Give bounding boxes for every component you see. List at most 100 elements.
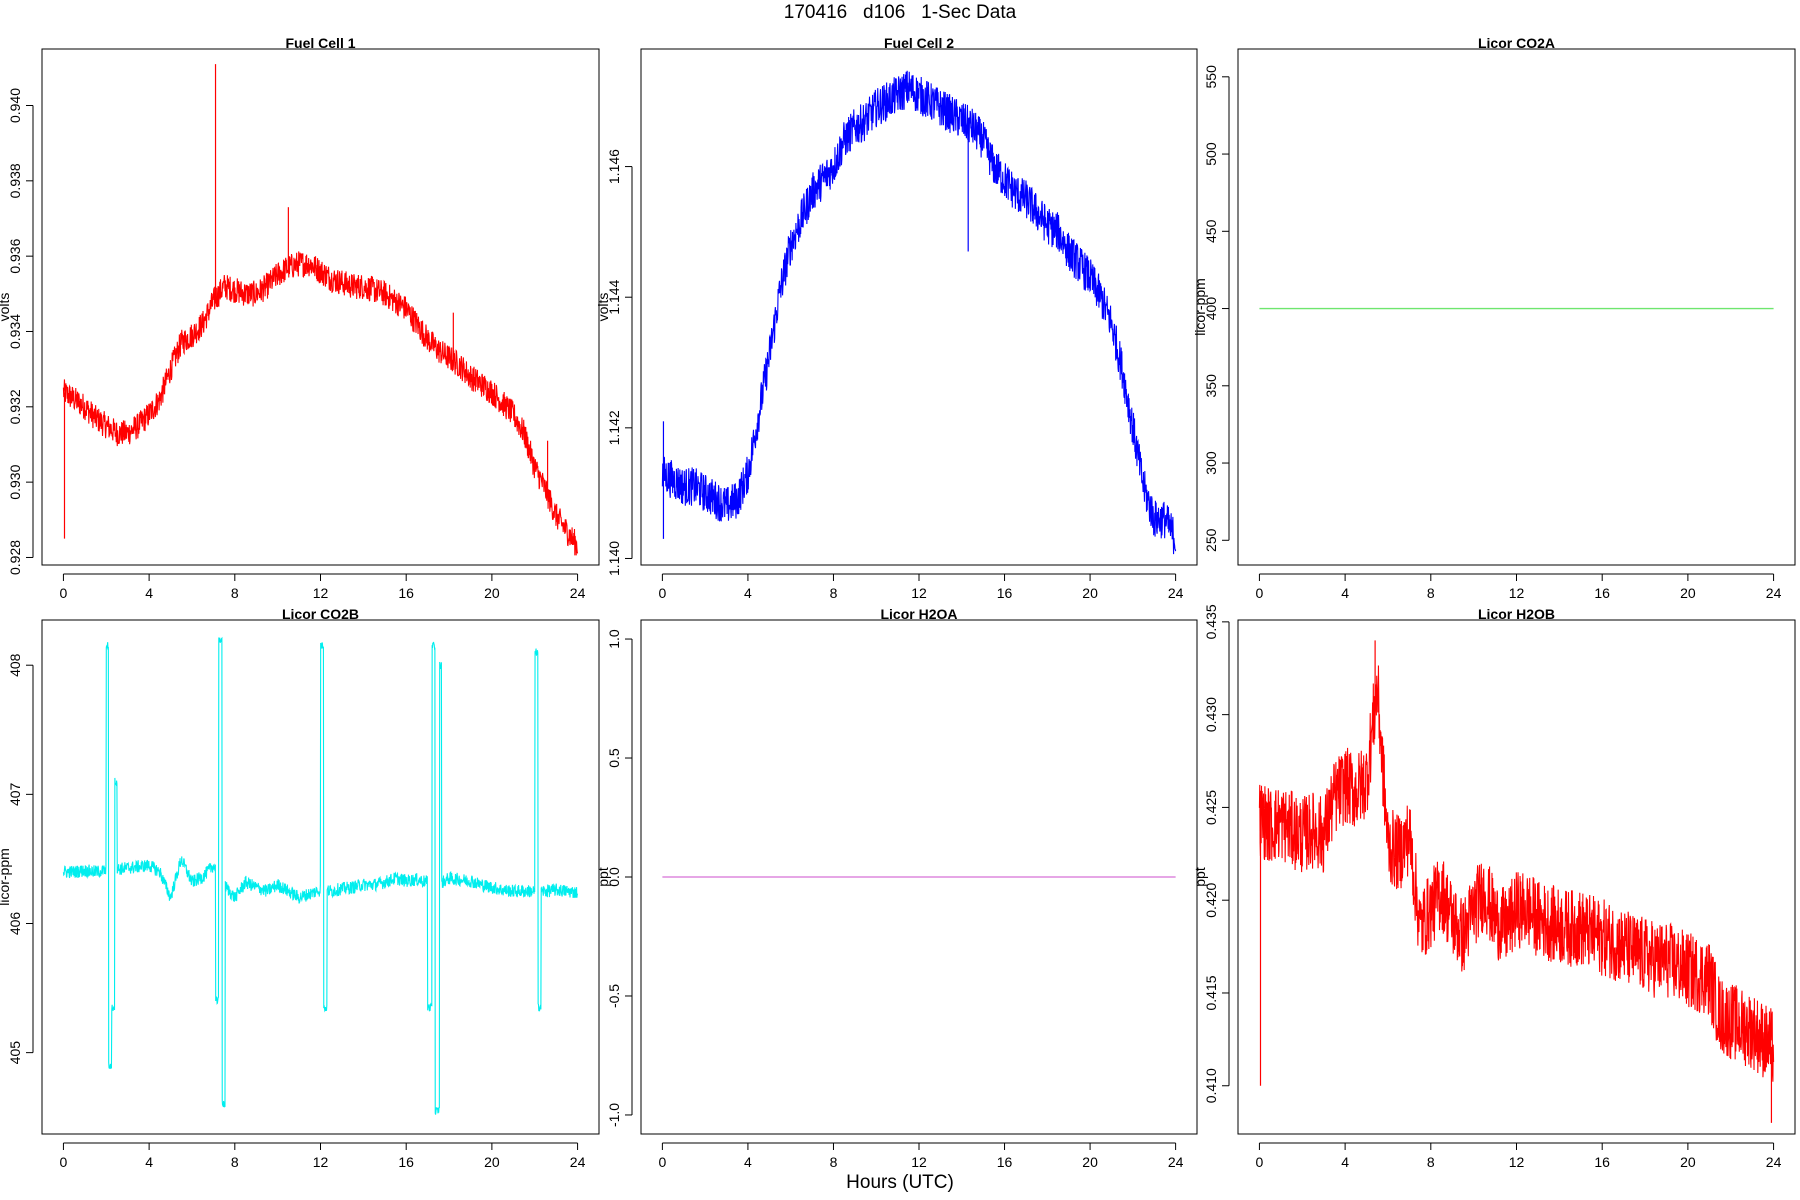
co2a-y-axis-label: licor-ppm — [1192, 278, 1208, 336]
fc1-y-tick-label-5: 0.938 — [7, 163, 23, 198]
fc2-x-tick-label-16: 16 — [997, 585, 1013, 601]
co2b-x-tick-label-20: 20 — [484, 1154, 500, 1170]
h2oa-x-tick-label-0: 0 — [658, 1154, 666, 1170]
co2a-x-tick-label-16: 16 — [1594, 585, 1610, 601]
h2ob-plot-frame — [1237, 619, 1796, 1135]
fc1-x-tick-label-20: 20 — [484, 585, 500, 601]
co2b-x-tick-label-24: 24 — [570, 1154, 586, 1170]
h2ob-y-tick-label-1: 0.415 — [1203, 975, 1219, 1010]
h2ob-x-tick-label-8: 8 — [1427, 1154, 1435, 1170]
h2oa-y-tick-label-1: -0.5 — [606, 984, 622, 1008]
panel-fc1: Fuel Cell 1 0 4 8 12 16 20 24 0.928 0.930 0.932 0.9… — [0, 35, 600, 601]
h2oa-x-tick-label-4: 4 — [744, 1154, 752, 1170]
fc1-x-tick-label-0: 0 — [60, 585, 68, 601]
fc2-x-tick-label-20: 20 — [1082, 585, 1098, 601]
co2a-plot-frame — [1237, 48, 1796, 566]
h2ob-panel-title: Licor H2OB — [1478, 606, 1555, 622]
h2oa-y-tick-label-2: 0.0 — [606, 867, 622, 887]
co2b-y-tick-label-3: 408 — [7, 653, 23, 677]
co2b-x-tick-label-0: 0 — [60, 1154, 68, 1170]
panel-co2a: Licor CO2A 0 4 8 12 16 20 24 250 300 350 400 450 500 5… — [1192, 35, 1796, 601]
fc1-y-axis-label: volts — [0, 293, 12, 322]
co2a-x-tick-label-4: 4 — [1341, 585, 1349, 601]
panel-co2b: Licor CO2B 0 4 8 12 16 20 24 405 406 407 408 licor-p… — [0, 606, 600, 1170]
h2ob-x-tick-label-16: 16 — [1594, 1154, 1610, 1170]
co2b-x-tick-label-4: 4 — [145, 1154, 153, 1170]
fc1-y-tick-label-6: 0.940 — [7, 88, 23, 123]
fc2-series-line — [661, 70, 1177, 555]
fc2-y-tick-label-0: 1.140 — [606, 541, 622, 576]
fc2-plot-frame — [640, 48, 1198, 566]
panel-h2oa: Licor H2OA 0 4 8 12 16 20 24 -1.0 -0.5 0.0 0.5 1.0 pp… — [595, 606, 1198, 1170]
h2ob-x-tick-label-12: 12 — [1509, 1154, 1525, 1170]
h2oa-y-tick-label-4: 1.0 — [606, 629, 622, 649]
co2b-series-line — [62, 636, 579, 1115]
h2ob-y-tick-label-5: 0.435 — [1203, 604, 1219, 639]
fc2-x-tick-label-24: 24 — [1168, 585, 1184, 601]
h2ob-y-axis-label: ppt — [1192, 867, 1208, 887]
co2a-x-tick-label-12: 12 — [1509, 585, 1525, 601]
co2a-y-tick-label-5: 500 — [1203, 142, 1219, 166]
fc1-x-tick-label-4: 4 — [145, 585, 153, 601]
h2oa-x-tick-label-24: 24 — [1168, 1154, 1184, 1170]
fc2-y-tick-label-1: 1.142 — [606, 410, 622, 445]
h2oa-panel-title: Licor H2OA — [880, 606, 957, 622]
h2ob-x-tick-label-20: 20 — [1680, 1154, 1696, 1170]
co2a-y-tick-label-6: 550 — [1203, 65, 1219, 89]
fc1-x-tick-label-16: 16 — [398, 585, 414, 601]
fc2-y-tick-label-2: 1.144 — [606, 279, 622, 314]
h2ob-y-tick-label-2: 0.420 — [1203, 882, 1219, 917]
h2ob-x-tick-label-0: 0 — [1256, 1154, 1264, 1170]
x-axis-title: Hours (UTC) — [846, 1172, 954, 1193]
co2a-panel-title: Licor CO2A — [1478, 35, 1555, 51]
co2b-y-tick-label-0: 405 — [7, 1041, 23, 1065]
fc1-y-tick-label-0: 0.928 — [7, 540, 23, 575]
co2a-y-tick-label-0: 250 — [1203, 528, 1219, 552]
co2a-x-tick-label-8: 8 — [1427, 585, 1435, 601]
fc1-x-tick-label-8: 8 — [231, 585, 239, 601]
co2a-y-tick-label-4: 450 — [1203, 219, 1219, 243]
h2oa-y-tick-label-3: 0.5 — [606, 748, 622, 768]
h2oa-y-tick-label-0: -1.0 — [606, 1103, 622, 1127]
h2oa-x-tick-label-12: 12 — [911, 1154, 927, 1170]
fc1-y-tick-label-2: 0.932 — [7, 389, 23, 424]
fc1-y-tick-label-1: 0.930 — [7, 464, 23, 499]
fc2-y-axis-label: volts — [595, 293, 611, 322]
fc2-x-tick-label-0: 0 — [658, 585, 666, 601]
h2ob-y-tick-label-3: 0.425 — [1203, 790, 1219, 825]
co2a-x-tick-label-20: 20 — [1680, 585, 1696, 601]
co2b-x-tick-label-12: 12 — [313, 1154, 329, 1170]
fc1-panel-title: Fuel Cell 1 — [285, 35, 355, 51]
co2a-y-tick-label-2: 350 — [1203, 374, 1219, 398]
h2oa-x-tick-label-16: 16 — [997, 1154, 1013, 1170]
fc1-x-tick-label-12: 12 — [313, 585, 329, 601]
h2ob-x-tick-label-24: 24 — [1766, 1154, 1782, 1170]
fc1-plot-frame — [41, 48, 600, 566]
co2a-x-tick-label-0: 0 — [1256, 585, 1264, 601]
fc2-x-tick-label-4: 4 — [744, 585, 752, 601]
h2ob-y-tick-label-4: 0.430 — [1203, 697, 1219, 732]
h2oa-y-axis-label: ppt — [595, 867, 611, 887]
h2oa-x-tick-label-20: 20 — [1082, 1154, 1098, 1170]
panel-h2ob: Licor H2OB 0 4 8 12 16 20 24 0.410 0.415 0.420 0.42… — [1192, 604, 1796, 1170]
h2ob-x-tick-label-4: 4 — [1341, 1154, 1349, 1170]
fc1-x-tick-label-24: 24 — [570, 585, 586, 601]
h2ob-series-line — [1258, 665, 1775, 1082]
figure-title: 170416 d106 1-Sec Data — [783, 2, 1017, 23]
fc2-y-tick-label-3: 1.146 — [606, 149, 622, 184]
fc1-y-tick-label-3: 0.934 — [7, 314, 23, 349]
co2b-x-tick-label-16: 16 — [398, 1154, 414, 1170]
fc2-panel-title: Fuel Cell 2 — [884, 35, 954, 51]
co2a-y-tick-label-3: 400 — [1203, 297, 1219, 321]
co2b-plot-frame — [41, 619, 600, 1135]
fc1-y-tick-label-4: 0.936 — [7, 238, 23, 273]
co2a-y-tick-label-1: 300 — [1203, 451, 1219, 475]
co2b-y-tick-label-1: 406 — [7, 912, 23, 936]
co2b-y-tick-label-2: 407 — [7, 782, 23, 806]
fc2-x-tick-label-12: 12 — [911, 585, 927, 601]
panel-fc2: Fuel Cell 2 0 4 8 12 16 20 24 1.140 1.142 1.144 1.1… — [595, 35, 1198, 601]
co2a-x-tick-label-24: 24 — [1766, 585, 1782, 601]
h2oa-plot-frame — [640, 619, 1198, 1135]
co2b-y-axis-label: licor-ppm — [0, 848, 12, 906]
